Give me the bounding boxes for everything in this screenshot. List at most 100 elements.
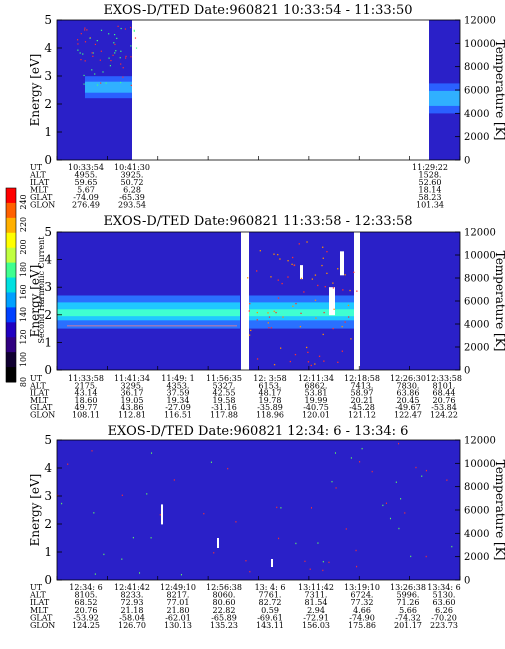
y-right-tick-label: 2000	[464, 343, 489, 354]
data-background	[57, 440, 460, 580]
noise-pixel	[250, 329, 252, 332]
table-row-label: GLON	[30, 621, 55, 630]
table-cell: 63.86	[397, 389, 420, 398]
noise-pixel	[102, 71, 104, 73]
noise-pixel	[278, 537, 280, 540]
color-bar-tick: 160	[19, 284, 28, 299]
table-cell: 6724.	[351, 591, 374, 600]
noise-pixel	[135, 47, 138, 49]
noise-pixel	[359, 461, 361, 463]
noise-pixel	[287, 260, 289, 262]
table-cell: 48.17	[259, 389, 282, 398]
noise-pixel	[133, 30, 135, 32]
table-cell: 120.01	[302, 411, 330, 420]
table-cell: 13:26:38	[390, 583, 426, 592]
noise-pixel	[322, 560, 324, 563]
noise-pixel	[273, 253, 275, 255]
table-cell: 8101.	[433, 381, 456, 390]
table-cell: 68.44	[433, 389, 456, 398]
table-cell: 5996.	[397, 591, 420, 600]
noise-pixel	[77, 43, 79, 45]
y-right-tick-label: 10000	[464, 459, 496, 470]
table-cell: 124.25	[72, 621, 100, 630]
color-bar: 240 220 200 180 160 140 120 100 80 Second Harmoni…	[5, 187, 46, 387]
noise-pixel	[122, 76, 124, 78]
table-cell: 8060.	[213, 591, 236, 600]
noise-pixel	[133, 29, 135, 31]
noise-pixel	[109, 65, 112, 67]
table-cell: 10:41:30	[114, 163, 150, 172]
table-cell: 11:41:34	[114, 374, 150, 383]
table-cell: 7311.	[305, 591, 328, 600]
energy-band-core	[85, 81, 132, 93]
table-cell: 11:49: 1	[161, 374, 194, 383]
table-cell: -69.61	[257, 613, 283, 622]
noise-pixel	[248, 310, 250, 312]
table-cell: 68.52	[75, 598, 98, 607]
noise-pixel	[307, 361, 310, 363]
table-cell: 12:34: 6	[69, 583, 102, 592]
table-cell: 5130.	[433, 591, 456, 600]
y-right-tick-label: 6000	[464, 297, 489, 308]
noise-pixel	[315, 317, 317, 319]
noise-pixel	[291, 263, 293, 265]
noise-pixel	[119, 57, 121, 59]
y-tick-label: 0	[44, 153, 52, 167]
noise-pixel	[355, 549, 357, 552]
y-tick-label: 3	[44, 280, 52, 294]
color-bar-swatch	[6, 232, 16, 249]
noise-pixel	[277, 279, 279, 281]
table-cell: -72.91	[303, 613, 329, 622]
noise-pixel	[245, 560, 247, 562]
table-row-label: GLON	[30, 201, 55, 210]
noise-pixel	[79, 52, 81, 54]
table-cell: -53.84	[431, 403, 457, 412]
table-cell: 112.81	[118, 411, 146, 420]
noise-pixel	[270, 327, 273, 329]
table-cell: 72.93	[121, 598, 144, 607]
table-cell: 122.47	[394, 411, 422, 420]
y-right-axis-label: Temperature [K]	[493, 251, 505, 352]
table-row-label: ILAT	[30, 389, 50, 398]
color-bar-tick: 200	[19, 239, 28, 254]
y-right-tick-label: 12000	[464, 228, 496, 239]
table-cell: 121.12	[348, 411, 376, 420]
noise-pixel	[322, 333, 324, 336]
noise-pixel	[311, 507, 313, 509]
noise-pixel	[173, 479, 175, 481]
color-bar-swatch	[6, 307, 16, 323]
noise-pixel	[83, 83, 85, 85]
noise-pixel	[268, 316, 271, 318]
y-tick-label: 3	[44, 489, 52, 503]
data-gap	[241, 232, 249, 370]
y-tick-label: 1	[44, 125, 52, 139]
table-cell: 108.11	[72, 411, 100, 420]
noise-pixel	[108, 57, 110, 59]
noise-pixel	[298, 243, 300, 245]
table-cell: 52.60	[419, 178, 442, 187]
noise-pixel	[121, 558, 123, 560]
table-cell: 7413.	[351, 381, 374, 390]
table-cell: -31.16	[211, 403, 237, 412]
table-cell: -74.32	[395, 613, 421, 622]
table-cell: 135.23	[210, 621, 238, 630]
color-bar-tick: 120	[19, 329, 28, 344]
table-cell: 12:18:58	[344, 374, 380, 383]
noise-pixel	[334, 452, 336, 454]
noise-pixel	[404, 512, 406, 514]
noise-pixel	[100, 29, 103, 31]
noise-pixel	[180, 574, 182, 576]
noise-pixel	[309, 568, 311, 570]
table-cell: 11:33:58	[68, 374, 104, 383]
noise-pixel	[295, 542, 297, 545]
table-cell: 77.32	[351, 598, 374, 607]
noise-pixel	[353, 271, 355, 273]
noise-pixel	[100, 82, 102, 84]
noise-pixel	[350, 457, 352, 459]
noise-pixel	[129, 26, 132, 29]
table-cell: -35.89	[257, 403, 283, 412]
table-cell: 11:29:22	[412, 163, 448, 172]
noise-pixel	[398, 527, 400, 530]
panel-3: EXOS-D/TED Date:960821 12:34: 6 - 13:34:…	[28, 424, 505, 630]
noise-pixel	[289, 360, 291, 363]
